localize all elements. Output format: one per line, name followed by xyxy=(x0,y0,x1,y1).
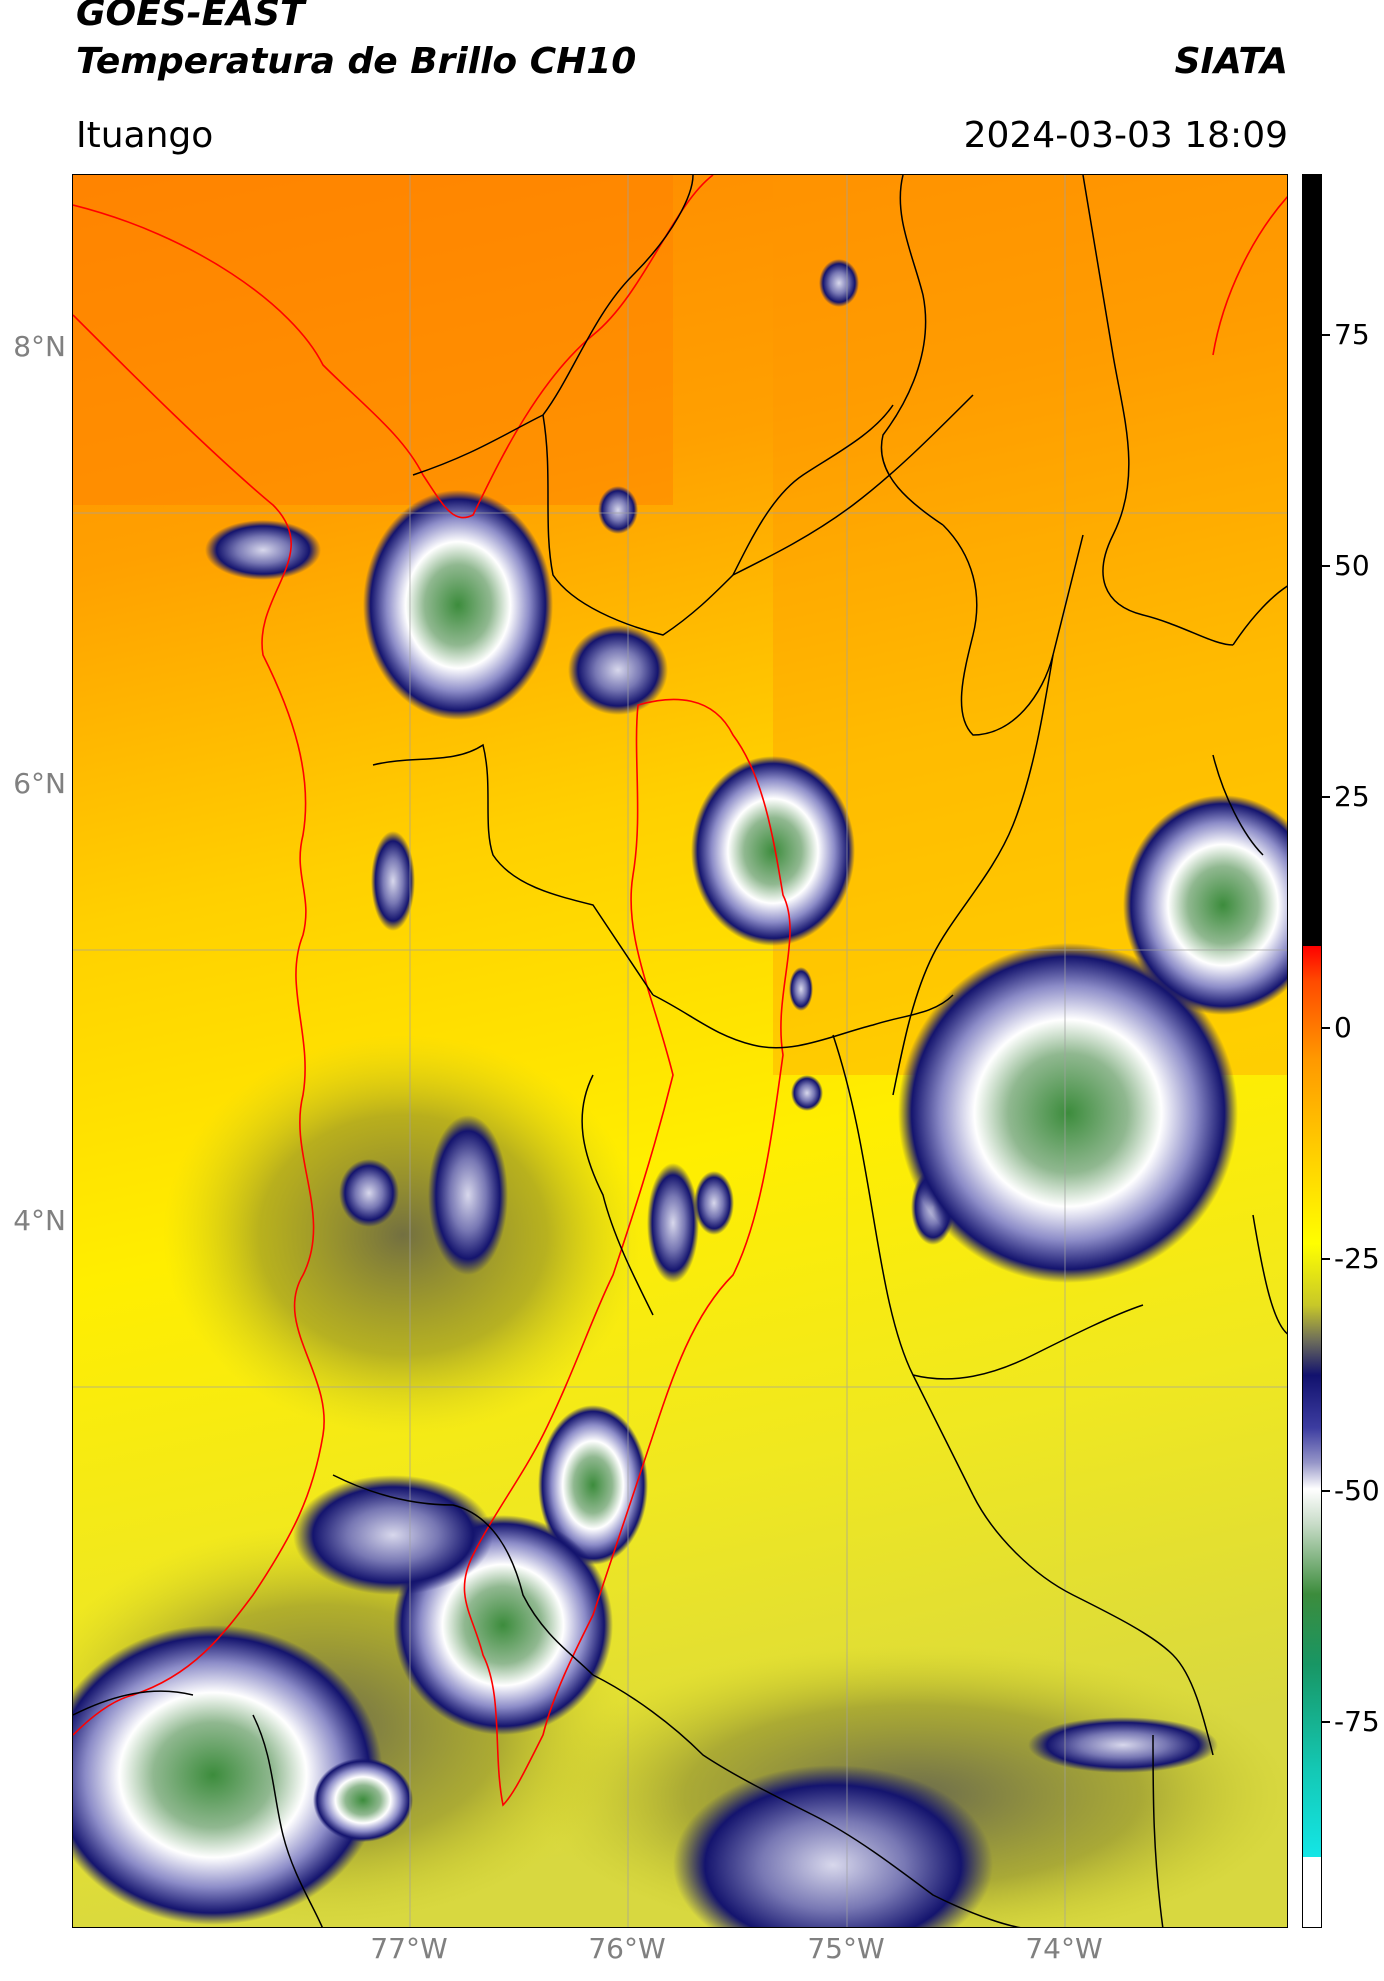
storm-cell-caribbean xyxy=(819,259,859,307)
lon-label-74w: 74°W xyxy=(1025,1932,1103,1965)
storm-cell-meta-south xyxy=(1028,1717,1218,1773)
storm-anvil-huila xyxy=(673,1765,993,1927)
title-satellite: GOES-EAST xyxy=(76,0,305,34)
colorbar-label-75: 75 xyxy=(1334,318,1370,351)
lat-label-8n: 8°N xyxy=(13,330,66,363)
storm-cell-darien xyxy=(205,520,321,580)
colorbar-label-minus25: -25 xyxy=(1334,1242,1380,1275)
warm-northwest-field xyxy=(73,175,673,505)
lat-label-6n: 6°N xyxy=(13,767,66,800)
pacific-coastline xyxy=(73,314,325,1736)
lon-label-76w: 76°W xyxy=(588,1932,666,1965)
storm-cell-valle-north-2 xyxy=(694,1171,734,1235)
lon-label-75w: 75°W xyxy=(807,1932,885,1965)
colorbar-tick-minus25 xyxy=(1322,1258,1330,1260)
storm-cell-uraba xyxy=(363,490,553,720)
storm-cell-narino-east xyxy=(313,1758,413,1842)
storm-cell-north-antioquia xyxy=(568,625,668,715)
lon-label-77w: 77°W xyxy=(370,1932,448,1965)
title-product: Temperatura de Brillo CH10 xyxy=(76,41,637,82)
timestamp-label: 2024-03-03 18:09 xyxy=(963,115,1288,156)
colorbar-label-minus50: -50 xyxy=(1334,1474,1380,1507)
brand-label: SIATA xyxy=(1174,41,1288,82)
highlight-region-outline xyxy=(463,698,791,1807)
colorbar-label-50: 50 xyxy=(1334,549,1370,582)
colorbar-tick-75 xyxy=(1322,334,1330,336)
satellite-map[interactable] xyxy=(72,174,1288,1928)
storm-cell-santander xyxy=(1123,795,1287,1015)
colorbar xyxy=(1302,174,1322,1928)
department-boundaries xyxy=(73,175,1287,1927)
lat-label-4n: 4°N xyxy=(13,1204,66,1237)
location-label: Ituango xyxy=(76,115,214,156)
storm-cluster-narino xyxy=(73,1625,383,1925)
colorbar-label-minus75: -75 xyxy=(1334,1705,1380,1738)
colorbar-tick-minus75 xyxy=(1322,1721,1330,1723)
cirrus-band-pacific xyxy=(163,1035,643,1435)
storm-cell-choco xyxy=(428,1115,508,1275)
storm-cell-choco-north xyxy=(371,831,415,931)
caribbean-coastline xyxy=(73,175,714,519)
graticule xyxy=(73,175,1287,1927)
storm-cell-pacific-coast xyxy=(339,1159,399,1227)
storm-cell-medellin xyxy=(691,756,855,946)
storm-cluster-magdalena xyxy=(898,943,1238,1283)
coastline-guajira xyxy=(1212,196,1287,356)
storm-cell-caldas xyxy=(791,1075,823,1111)
storm-cell-valle-north xyxy=(647,1163,699,1283)
colorbar-tick-minus50 xyxy=(1322,1490,1330,1492)
colorbar-tick-50 xyxy=(1322,565,1330,567)
colorbar-label-25: 25 xyxy=(1334,780,1370,813)
storm-anvil-cauca-west xyxy=(293,1475,493,1595)
storm-cell-antioquia-east xyxy=(789,967,813,1011)
satellite-map-canvas xyxy=(73,175,1287,1927)
storm-cell-valle-central xyxy=(538,1405,648,1565)
colorbar-tick-25 xyxy=(1322,796,1330,798)
colorbar-tick-0 xyxy=(1322,1027,1330,1029)
storm-cell-small-north xyxy=(598,486,638,534)
colorbar-label-0: 0 xyxy=(1334,1011,1352,1044)
